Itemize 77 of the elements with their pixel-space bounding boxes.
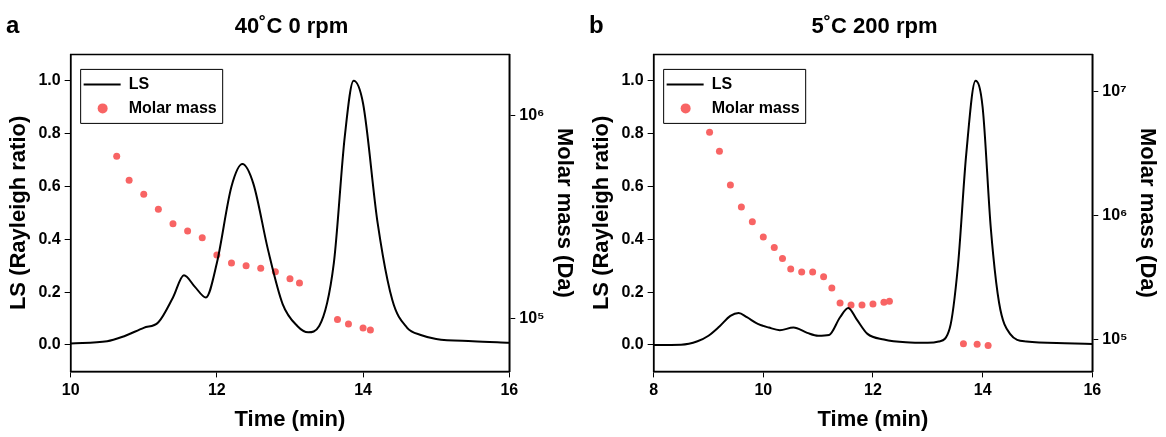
point (973, 340, 981, 348)
x-tick-label: 8 (649, 381, 659, 399)
y-tick-label: 0.6 (621, 176, 644, 194)
y2-axis-title: Molar mass (Da) (552, 127, 578, 298)
y-axis-title: LS (Rayleigh ratio) (588, 115, 614, 311)
point (257, 264, 265, 272)
y-tick-label: 0.8 (38, 124, 61, 142)
y2-tick-label: 10⁵ (519, 309, 545, 327)
point (169, 220, 177, 228)
point (344, 320, 352, 328)
point (706, 128, 714, 136)
point (959, 340, 967, 348)
chart-title: 40˚C 0 rpm (234, 13, 349, 39)
x-tick-label: 14 (354, 381, 373, 399)
point (880, 298, 888, 306)
y-axis-title: LS (Rayleigh ratio) (5, 115, 31, 311)
point (858, 301, 866, 309)
chart-title: 5˚C 200 rpm (811, 13, 938, 39)
point (715, 147, 723, 155)
point (748, 218, 756, 226)
point (759, 233, 767, 241)
y-tick-label: 0.2 (621, 282, 644, 300)
x-tick-label: 12 (864, 381, 882, 399)
y2-tick-label: 10⁶ (1102, 205, 1128, 223)
point (809, 268, 817, 276)
x-tick-label: 14 (973, 381, 992, 399)
x-tick-label: 16 (1083, 381, 1102, 399)
point (820, 273, 828, 281)
y-tick-label: 0.8 (621, 124, 644, 142)
point (885, 297, 893, 305)
point (798, 268, 806, 276)
x-tick-label: 10 (61, 381, 80, 399)
point (198, 234, 206, 242)
legend-label: Molar mass (711, 98, 800, 116)
x-tick-label: 16 (500, 381, 519, 399)
point (836, 299, 844, 307)
point (184, 227, 192, 235)
point (737, 203, 745, 211)
point (770, 244, 778, 252)
y-tick-label: 0.6 (38, 176, 61, 194)
point (242, 262, 250, 270)
y2-axis-title: Molar mass (Da) (1135, 127, 1161, 298)
point (359, 324, 367, 332)
y-tick-label: 0.4 (621, 229, 644, 247)
point (140, 190, 148, 198)
y-tick-label: 0.4 (38, 229, 61, 247)
point (113, 152, 121, 160)
point (726, 181, 734, 189)
point (286, 275, 294, 283)
legend-label: Molar mass (128, 98, 217, 116)
point (984, 342, 992, 350)
point (333, 316, 341, 324)
point (828, 284, 836, 292)
y-tick-label: 0.0 (38, 335, 61, 353)
point (869, 300, 877, 308)
point (295, 279, 303, 287)
y2-tick-label: 10⁶ (519, 105, 545, 123)
y-tick-label: 1.0 (621, 71, 644, 89)
x-tick-label: 12 (207, 381, 226, 399)
point (778, 254, 786, 262)
text: b (589, 10, 604, 38)
legend-label: LS (128, 74, 150, 92)
legend-label: LS (711, 74, 733, 92)
point (154, 205, 162, 213)
y2-tick-label: 10⁷ (1102, 82, 1127, 100)
y-tick-label: 0.2 (38, 282, 61, 300)
text: a (6, 10, 20, 38)
y-tick-label: 1.0 (38, 71, 61, 89)
x-tick-label: 10 (754, 381, 773, 399)
point (366, 326, 374, 334)
point (125, 176, 133, 184)
point (787, 265, 795, 273)
point (227, 259, 235, 267)
y2-tick-label: 10⁵ (1102, 329, 1128, 347)
y-tick-label: 0.0 (621, 335, 644, 353)
x-axis-title: Time (min) (817, 405, 929, 431)
x-axis-title: Time (min) (234, 405, 346, 431)
